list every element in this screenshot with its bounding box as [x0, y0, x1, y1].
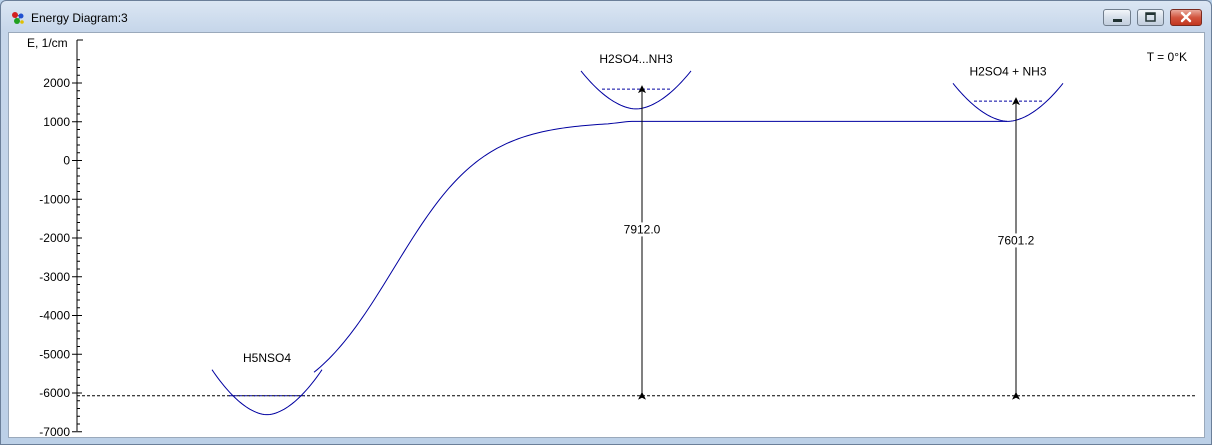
energy-difference-label: 7601.2: [998, 233, 1035, 247]
minimize-button[interactable]: [1103, 9, 1131, 26]
molecule-icon: [12, 12, 24, 24]
potential-well: [952, 83, 1064, 122]
y-tick-label: -3000: [39, 270, 70, 284]
potential-well: [580, 70, 692, 110]
diagram-canvas: 2000 1000 0 -1000 -2000 -3000 -4000 -5000 -6000 -…: [8, 32, 1205, 438]
y-tick-label: -4000: [39, 309, 70, 323]
maximize-icon: [1145, 12, 1156, 22]
energy-arrows: 7912.0 7601.2: [620, 85, 1038, 400]
species-label: H5NSO4: [243, 351, 291, 365]
arrow-label-bg: [620, 222, 664, 237]
energy-difference-label: 7912.0: [624, 222, 661, 236]
window-title: Energy Diagram:3: [31, 11, 128, 25]
title-bar[interactable]: Energy Diagram:3: [1, 1, 1211, 33]
species-label: H2SO4...NH3: [599, 52, 673, 66]
reaction-curve: [313, 120, 1007, 373]
y-axis-label: E, 1/cm: [27, 36, 68, 50]
reaction-path: [313, 120, 1007, 373]
y-tick-label: -5000: [39, 347, 70, 361]
energy-diagram: 2000 1000 0 -1000 -2000 -3000 -4000 -5000 -6000 -…: [27, 36, 1197, 437]
y-tick-label: 2000: [43, 76, 70, 90]
y-tick-label: -7000: [39, 425, 70, 437]
close-button[interactable]: [1170, 9, 1202, 26]
temperature-label: T = 0°K: [1147, 50, 1187, 64]
arrow-label-bg: [994, 233, 1038, 248]
y-axis: 2000 1000 0 -1000 -2000 -3000 -4000 -5000 -6000 -…: [39, 39, 83, 437]
species-label: H2SO4 + NH3: [969, 64, 1046, 78]
y-tick-label: -1000: [39, 192, 70, 206]
close-icon: [1180, 11, 1192, 23]
maximize-button[interactable]: [1137, 9, 1164, 26]
y-tick-label: -2000: [39, 231, 70, 245]
y-tick-label: 1000: [43, 115, 70, 129]
species-wells: H5NSO4 H2SO4...NH3 H2SO4 + NH3: [211, 52, 1064, 416]
minimize-icon: [1113, 19, 1122, 22]
potential-well: [211, 369, 323, 416]
y-tick-label: -6000: [39, 386, 70, 400]
y-tick-label: 0: [63, 154, 70, 168]
